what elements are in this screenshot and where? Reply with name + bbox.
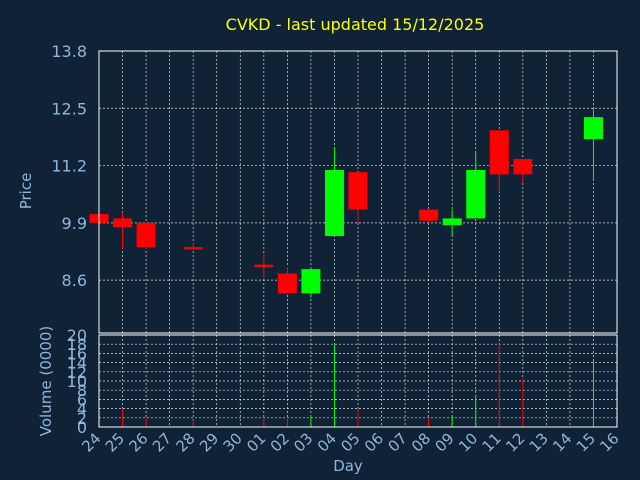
volume-tick-label: 4 (77, 400, 87, 419)
volume-tick-label: 16 (67, 344, 87, 363)
volume-tick-label: 14 (67, 354, 87, 373)
x-tick-label: 13 (526, 429, 552, 455)
candle-body (348, 172, 368, 210)
candle-body (254, 264, 274, 267)
chart-title: CVKD - last updated 15/12/2025 (226, 15, 485, 34)
candle-body (277, 273, 297, 294)
x-tick-label: 30 (220, 429, 246, 455)
candle-body (183, 247, 203, 250)
candle-body (466, 169, 486, 219)
volume-tick-label: 20 (67, 326, 87, 345)
volume-tick-label: 10 (67, 372, 87, 391)
x-tick-label: 26 (125, 429, 151, 455)
x-tick-label: 01 (243, 429, 269, 455)
price-tick-label: 8.6 (62, 271, 87, 290)
volume-tick-label: 8 (77, 381, 87, 400)
price-panel: 13.8 12.5 11.2 9.9 8.6 (51, 42, 618, 334)
price-tick-label: 12.5 (51, 99, 87, 118)
x-tick-label: 14 (549, 429, 575, 455)
candle-body (583, 117, 603, 140)
price-axis-label: Price (17, 173, 35, 210)
x-tick-label: 03 (290, 429, 316, 455)
x-tick-label: 29 (196, 429, 222, 455)
price-frame (98, 50, 618, 334)
x-tick-label: 09 (432, 429, 458, 455)
x-tick-label: 28 (173, 429, 199, 455)
x-tick-label: 02 (267, 429, 293, 455)
volume-tick-label: 12 (67, 363, 87, 382)
candle-body (113, 218, 133, 228)
candle-body (324, 169, 344, 237)
volume-tick-label: 0 (77, 418, 87, 437)
volume-tick-label: 6 (77, 390, 87, 409)
x-tick-label: 05 (337, 429, 363, 455)
x-tick-label: 27 (149, 429, 175, 455)
volume-axis-label: Volume (0000) (37, 326, 55, 436)
x-axis-label: Day (333, 457, 363, 475)
candle-body (136, 222, 156, 248)
price-tick-label: 9.9 (62, 214, 87, 233)
x-tick-label: 12 (502, 429, 528, 455)
x-tick-label: 15 (573, 429, 599, 455)
candle-body (419, 209, 439, 221)
price-tick-label: 13.8 (51, 42, 87, 61)
volume-panel: 2018161412108642024252627282930010203040… (67, 326, 623, 456)
x-tick-label: 16 (596, 429, 622, 455)
x-tick-label: 04 (314, 429, 340, 455)
volume-frame (98, 334, 618, 428)
x-tick-label: 06 (361, 429, 387, 455)
price-tick-label: 11.2 (51, 157, 87, 176)
volume-tick-label: 18 (67, 335, 87, 354)
candle-body (489, 130, 509, 175)
candle-body (513, 158, 533, 175)
candle-body (442, 218, 462, 226)
x-tick-label: 08 (408, 429, 434, 455)
x-tick-label: 10 (455, 429, 481, 455)
candle-body (301, 269, 321, 294)
x-tick-label: 07 (384, 429, 410, 455)
x-tick-label: 25 (102, 429, 128, 455)
volume-tick-label: 2 (77, 409, 87, 428)
x-tick-label: 11 (479, 429, 505, 455)
